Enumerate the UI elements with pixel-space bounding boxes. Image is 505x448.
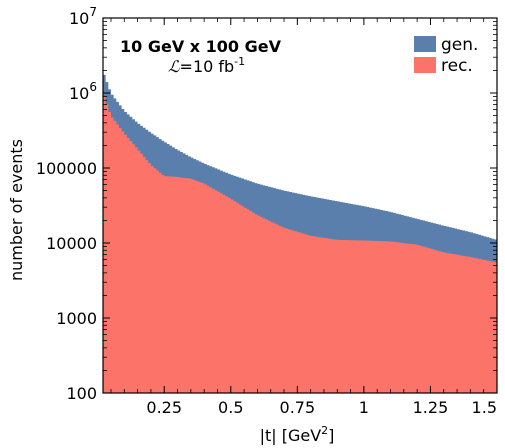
x-tick-label: 0.5 [218,398,243,417]
series-rec-histogram [103,96,497,393]
legend-swatch-gen [414,36,436,52]
y-axis: 100 1000 10000 100000 106 107 [36,5,497,403]
x-axis: 0.25 0.5 0.75 1 1.25 1.5 [110,18,498,417]
legend-entry-rec: rec. [414,56,473,76]
legend-swatch-rec [414,57,436,73]
x-tick-label: 1.5 [472,398,497,417]
x-tick-label: 1.25 [413,398,449,417]
y-tick-label: 10000 [46,234,97,253]
y-tick-label: 100000 [36,159,97,178]
legend-label-gen: gen. [441,35,478,55]
annotation-energy: 10 GeV x 100 GeV [120,37,282,56]
x-tick-label: 0.75 [280,398,316,417]
plot-frame [102,17,498,394]
legend-entry-gen: gen. [414,35,478,55]
y-tick-label: 106 [69,80,97,103]
legend: gen. rec. [414,35,478,76]
annotation-luminosity: ℒ=10 fb-1 [168,55,245,76]
x-axis-label: |t| [GeV2] [260,424,335,445]
y-axis-label: number of events [7,139,26,281]
x-tick-label: 0.25 [146,398,182,417]
y-tick-label: 100 [66,384,97,403]
x-tick-label: 1 [359,398,369,417]
legend-label-rec: rec. [441,56,473,76]
y-tick-label: 1000 [56,309,97,328]
y-tick-label: 107 [69,5,97,28]
plot-area [103,74,497,393]
